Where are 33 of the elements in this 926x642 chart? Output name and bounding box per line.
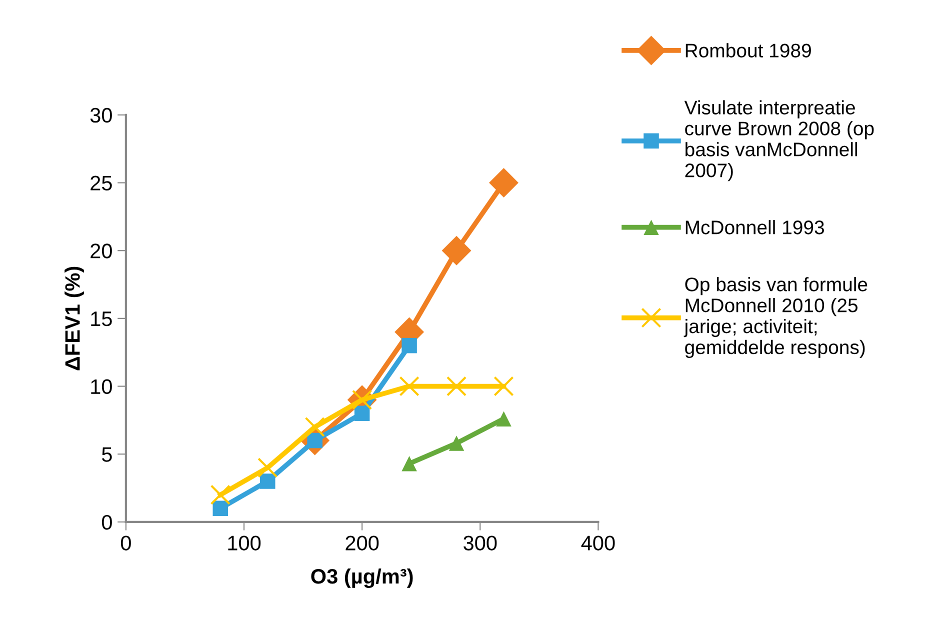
point <box>354 406 370 422</box>
legend-label: McDonnell 1993 <box>686 220 824 234</box>
legend-label: Op basis van formule McDonnell 2010 (25 jarige; activiteit; gemiddelde respons) <box>684 277 868 358</box>
legend-label: Visulate interpreatie curve Brown 2008 (op basis vanMcDonnell 2007) <box>684 100 874 182</box>
x-tick-label: 300 <box>464 536 497 550</box>
x-tick-label: 400 <box>581 536 615 550</box>
point <box>494 376 514 396</box>
point <box>212 500 228 516</box>
point <box>260 474 276 489</box>
x-tick-label: 200 <box>346 536 379 550</box>
y-tick-label: 30 <box>90 108 112 123</box>
point <box>402 456 417 472</box>
x-axis-title: O3 (µg/m³) <box>311 568 413 588</box>
y-axis-title: ΔFEV1 (%) <box>64 266 84 370</box>
point <box>258 458 278 478</box>
point <box>448 436 464 451</box>
x-tick-label: 0 <box>120 536 131 550</box>
point <box>399 376 420 396</box>
y-tick-label: 5 <box>102 447 112 462</box>
y-tick-label: 10 <box>91 379 112 394</box>
point <box>442 236 472 266</box>
point <box>496 411 512 426</box>
point <box>402 338 417 354</box>
legend-label: Rombout 1989 <box>686 43 811 58</box>
point <box>210 484 230 505</box>
y-tick-label: 25 <box>90 176 112 191</box>
y-tick-label: 20 <box>90 244 112 258</box>
y-tick-label: 15 <box>91 312 112 326</box>
point <box>489 168 518 198</box>
x-tick-label: 100 <box>228 536 261 550</box>
point <box>446 376 467 396</box>
point <box>304 416 325 438</box>
y-tick-label: 0 <box>102 514 112 530</box>
